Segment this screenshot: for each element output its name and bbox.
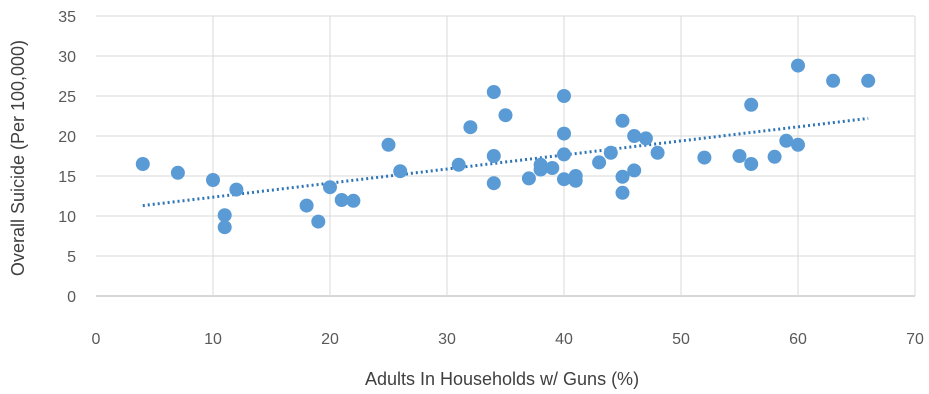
- y-tick-label: 25: [58, 89, 76, 106]
- data-points: [135, 58, 876, 235]
- data-point: [650, 145, 665, 160]
- y-tick-label: 20: [58, 129, 76, 146]
- data-point: [627, 163, 642, 178]
- linear-trendline: [142, 116, 869, 208]
- y-tick-label: 30: [58, 49, 76, 66]
- data-point: [557, 89, 571, 103]
- data-point: [861, 73, 876, 88]
- y-axis-title: Overall Suicide (Per 100,000): [8, 40, 28, 276]
- data-point: [615, 185, 630, 200]
- data-point: [135, 157, 150, 171]
- data-point: [779, 133, 794, 148]
- data-point: [767, 149, 782, 164]
- data-point: [557, 147, 571, 162]
- data-point: [557, 172, 571, 187]
- data-point: [346, 193, 361, 208]
- x-tick-label: 30: [438, 331, 456, 348]
- y-tick-label: 15: [58, 169, 76, 186]
- data-point: [615, 169, 630, 184]
- x-tick-label: 10: [204, 331, 222, 348]
- data-point: [732, 149, 747, 163]
- data-point: [486, 85, 501, 99]
- data-point: [217, 220, 232, 235]
- data-point: [557, 126, 571, 141]
- data-point: [568, 173, 583, 188]
- y-tick-label: 10: [58, 209, 76, 226]
- data-point: [744, 97, 759, 112]
- data-point: [545, 161, 560, 175]
- trendline-layer: [142, 116, 869, 208]
- x-tick-label: 0: [92, 331, 101, 348]
- data-point: [638, 131, 653, 146]
- data-point: [206, 173, 220, 187]
- data-point: [393, 164, 408, 179]
- data-point: [299, 198, 314, 213]
- x-tick-label: 70: [906, 331, 924, 348]
- y-axis-ticks: 0 5 10 15 20 25 30 35: [58, 9, 76, 306]
- x-tick-label: 40: [555, 331, 573, 348]
- grid: [96, 15, 916, 297]
- data-point: [697, 150, 712, 165]
- data-point: [170, 165, 185, 180]
- data-point: [323, 180, 337, 195]
- y-tick-label: 0: [67, 289, 76, 306]
- data-point: [229, 182, 244, 197]
- data-point: [615, 113, 630, 128]
- data-point: [334, 193, 349, 207]
- data-point: [217, 208, 232, 223]
- x-tick-label: 50: [672, 331, 690, 348]
- y-tick-label: 35: [58, 9, 76, 26]
- data-point: [498, 108, 513, 123]
- x-axis-title: Adults In Households w/ Guns (%): [365, 369, 639, 389]
- data-point: [791, 137, 805, 152]
- x-tick-label: 60: [789, 331, 807, 348]
- y-tick-label: 5: [67, 249, 76, 266]
- data-point: [826, 73, 841, 88]
- data-point: [791, 58, 805, 73]
- data-point: [627, 129, 642, 143]
- data-point: [592, 155, 607, 170]
- data-point: [463, 120, 478, 135]
- data-point: [311, 214, 326, 229]
- x-tick-label: 20: [321, 331, 339, 348]
- data-point: [744, 157, 759, 171]
- data-point: [603, 145, 618, 160]
- data-point: [381, 137, 396, 152]
- data-point: [486, 176, 501, 191]
- data-point: [486, 149, 501, 163]
- data-point: [533, 162, 548, 177]
- x-axis-ticks: 0 10 20 30 40 50 60 70: [92, 331, 924, 348]
- data-point: [451, 157, 466, 172]
- data-point: [521, 171, 536, 186]
